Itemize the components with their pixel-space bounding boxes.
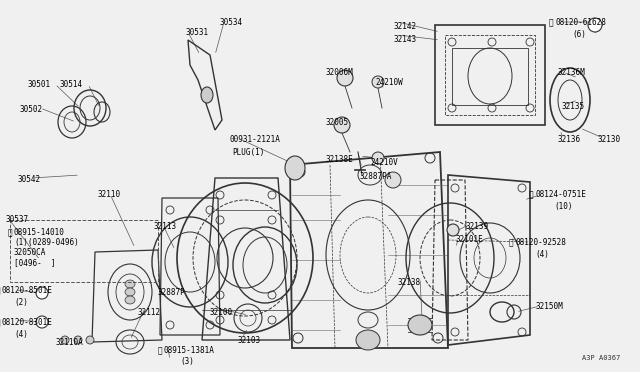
Text: 08120-8301E: 08120-8301E xyxy=(2,318,53,327)
Text: 30501: 30501 xyxy=(28,80,51,89)
Text: Ⓜ: Ⓜ xyxy=(8,228,12,237)
Text: 32006M: 32006M xyxy=(325,68,353,77)
Text: Ⓜ: Ⓜ xyxy=(157,346,162,355)
Text: 32142: 32142 xyxy=(393,22,416,31)
Text: (1)(0289-0496): (1)(0289-0496) xyxy=(14,238,79,247)
Text: 32103: 32103 xyxy=(238,336,261,345)
Ellipse shape xyxy=(285,156,305,180)
Text: (3): (3) xyxy=(180,357,194,366)
Text: 08120-92528: 08120-92528 xyxy=(515,238,566,247)
Text: 30542: 30542 xyxy=(18,175,41,184)
Ellipse shape xyxy=(334,117,350,133)
Text: 32110: 32110 xyxy=(97,190,120,199)
Text: 32100: 32100 xyxy=(210,308,233,317)
Text: 30534: 30534 xyxy=(220,18,243,27)
Text: 08915-14010: 08915-14010 xyxy=(14,228,65,237)
Ellipse shape xyxy=(372,152,384,164)
Ellipse shape xyxy=(337,70,353,86)
Ellipse shape xyxy=(125,280,135,288)
Text: 32138: 32138 xyxy=(398,278,421,287)
Ellipse shape xyxy=(74,336,82,344)
Ellipse shape xyxy=(408,315,432,335)
Text: (10): (10) xyxy=(554,202,573,211)
Text: (6): (6) xyxy=(572,30,586,39)
Text: 30537: 30537 xyxy=(5,215,28,224)
Text: 30502: 30502 xyxy=(20,105,43,114)
Ellipse shape xyxy=(385,172,401,188)
Text: 32138E: 32138E xyxy=(325,155,353,164)
Ellipse shape xyxy=(372,76,384,88)
Text: 08120-8501E: 08120-8501E xyxy=(2,286,53,295)
Ellipse shape xyxy=(36,316,48,328)
Text: 32050CA: 32050CA xyxy=(14,248,46,257)
Text: [0496-  ]: [0496- ] xyxy=(14,258,56,267)
Text: 32110A: 32110A xyxy=(55,338,83,347)
Text: 32005: 32005 xyxy=(325,118,348,127)
Text: A3P A0367: A3P A0367 xyxy=(582,355,620,361)
Text: 32135: 32135 xyxy=(562,102,585,111)
Text: (4): (4) xyxy=(535,250,549,259)
Ellipse shape xyxy=(447,224,459,236)
Ellipse shape xyxy=(86,336,94,344)
Text: 24210V: 24210V xyxy=(370,158,397,167)
Text: (4): (4) xyxy=(14,330,28,339)
Text: 32887P: 32887P xyxy=(158,288,186,297)
Text: 08120-61628: 08120-61628 xyxy=(555,18,606,27)
Ellipse shape xyxy=(125,288,135,296)
Text: PLUG(1): PLUG(1) xyxy=(232,148,264,157)
Text: 32113: 32113 xyxy=(153,222,176,231)
Text: 08915-1381A: 08915-1381A xyxy=(164,346,215,355)
Ellipse shape xyxy=(125,296,135,304)
Text: 30531: 30531 xyxy=(185,28,208,37)
Ellipse shape xyxy=(36,287,48,299)
Text: 32130: 32130 xyxy=(598,135,621,144)
Text: Ⓑ: Ⓑ xyxy=(548,18,553,27)
Text: 32150M: 32150M xyxy=(536,302,564,311)
Ellipse shape xyxy=(61,336,69,344)
Text: 32136: 32136 xyxy=(558,135,581,144)
Text: 32101E: 32101E xyxy=(455,235,483,244)
Text: 32112: 32112 xyxy=(138,308,161,317)
Text: 00931-2121A: 00931-2121A xyxy=(230,135,281,144)
Ellipse shape xyxy=(588,18,602,32)
Text: Ⓑ: Ⓑ xyxy=(508,238,513,247)
Ellipse shape xyxy=(201,87,213,103)
Text: 32136M: 32136M xyxy=(558,68,586,77)
Text: 32139: 32139 xyxy=(465,222,488,231)
Text: (2): (2) xyxy=(14,298,28,307)
Text: 32887PA: 32887PA xyxy=(360,172,392,181)
Text: 08124-0751E: 08124-0751E xyxy=(535,190,586,199)
Text: 32143: 32143 xyxy=(393,35,416,44)
Bar xyxy=(10,220,158,282)
Text: 30514: 30514 xyxy=(60,80,83,89)
Text: Ⓑ: Ⓑ xyxy=(529,190,533,199)
Ellipse shape xyxy=(356,330,380,350)
Text: 24210W: 24210W xyxy=(375,78,403,87)
